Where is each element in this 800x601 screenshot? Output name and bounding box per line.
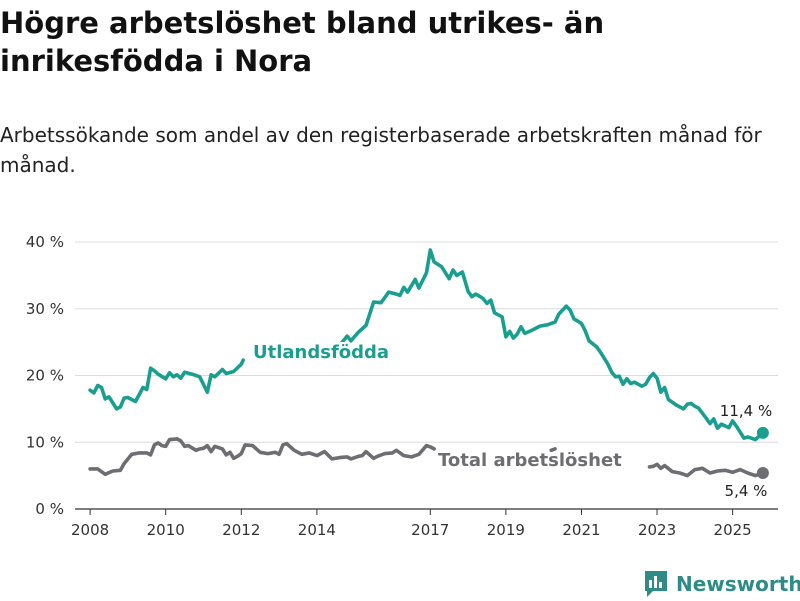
utlandsfodda-line — [337, 248, 765, 442]
newsworthy-logo-icon — [645, 571, 667, 597]
y-tick-label: 10 % — [26, 433, 64, 451]
y-tick-label: 0 % — [35, 500, 64, 518]
y-tick-label: 20 % — [26, 367, 64, 385]
total-arbetsloshet-line — [549, 447, 557, 453]
brand-name: Newsworthy — [676, 572, 800, 596]
x-tick-label: 2012 — [222, 521, 260, 539]
utlandsfodda-series-label: Utlandsfödda — [253, 342, 389, 363]
total-end-marker — [756, 466, 769, 479]
chart-title: Högre arbetslöshet bland utrikes- än inr… — [0, 6, 605, 78]
total-arbetsloshet-line — [647, 462, 765, 478]
x-tick-label: 2023 — [638, 521, 676, 539]
utlandsfodda-end-marker — [756, 426, 769, 439]
x-tick-label: 2010 — [147, 521, 185, 539]
x-tick-label: 2017 — [411, 521, 449, 539]
x-tick-label: 2014 — [298, 521, 336, 539]
total-series-label: Total arbetslöshet — [438, 450, 622, 471]
x-tick-label: 2021 — [562, 521, 600, 539]
chart-subtitle: Arbetssökande som andel av den registerb… — [0, 123, 762, 177]
y-tick-label: 40 % — [26, 233, 64, 251]
total-arbetsloshet-line — [88, 437, 436, 477]
x-tick-label: 2025 — [714, 521, 752, 539]
x-tick-label: 2008 — [71, 521, 109, 539]
total-value-label: 5,4 % — [725, 482, 768, 500]
brand-logo: Newsworthy — [643, 567, 800, 601]
x-tick-label: 2019 — [487, 521, 525, 539]
y-tick-label: 30 % — [26, 300, 64, 318]
utlandsfodda-line — [88, 358, 245, 411]
utlandsfodda-value-label: 11,4 % — [720, 402, 772, 420]
